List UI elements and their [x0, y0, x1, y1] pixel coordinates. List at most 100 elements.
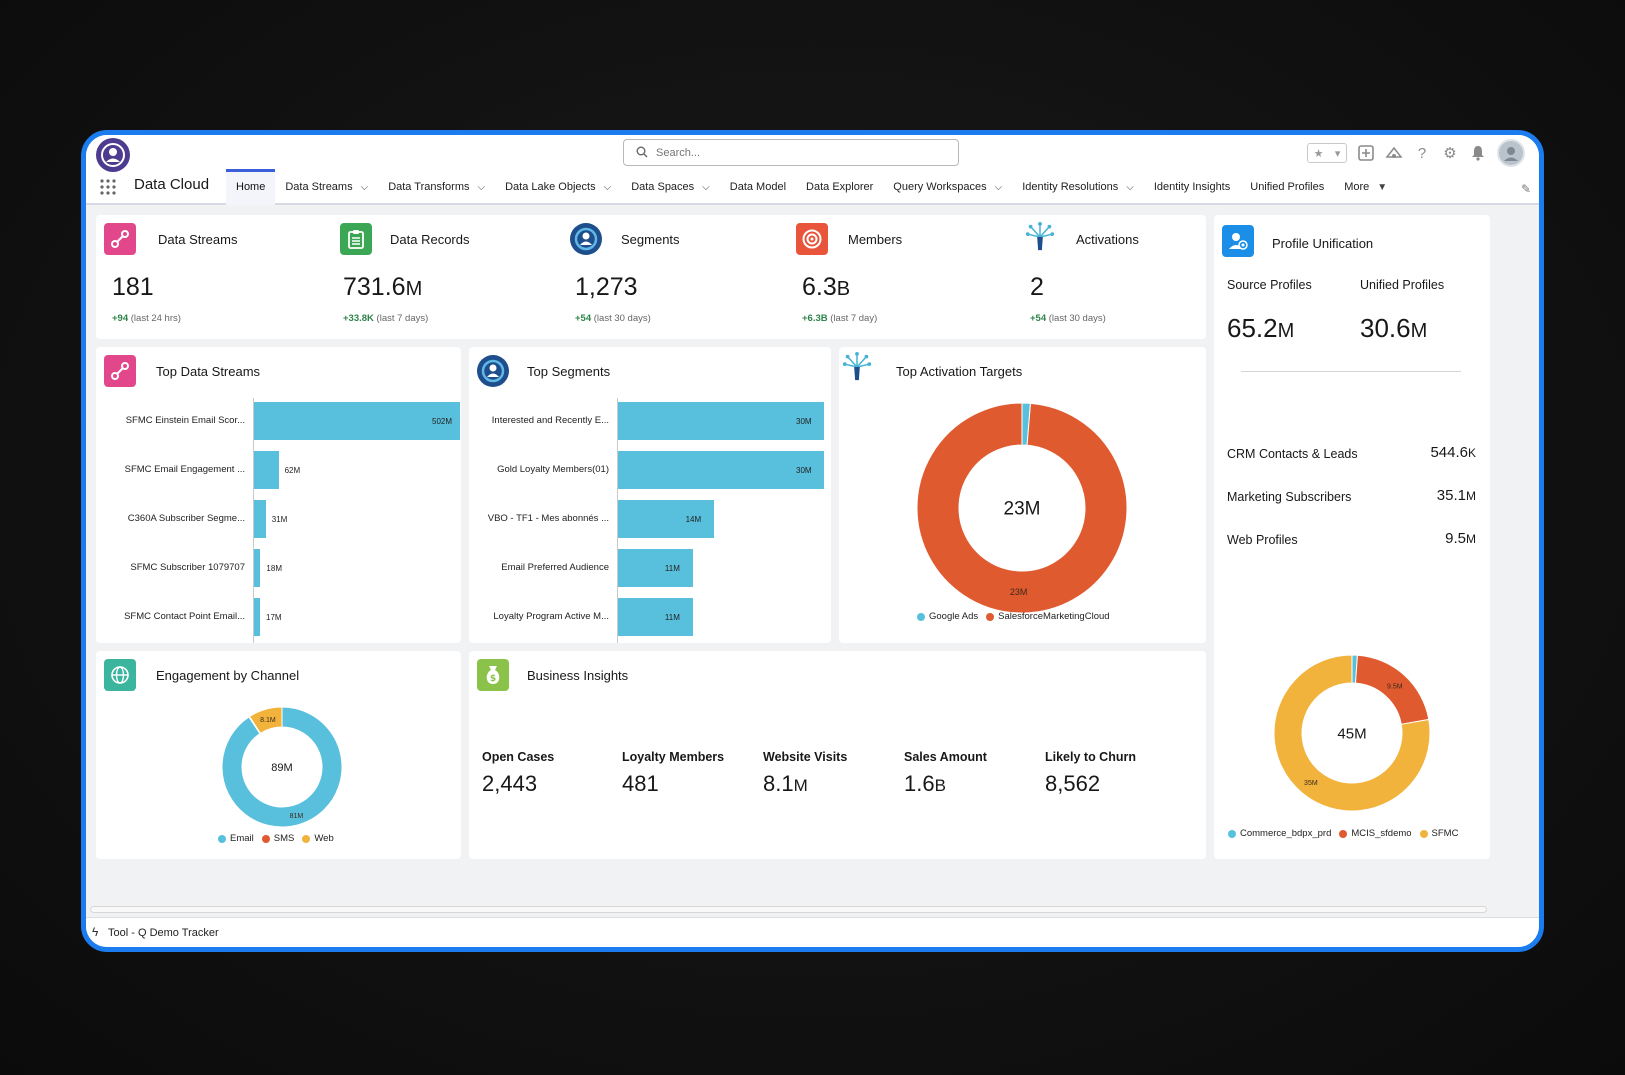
kpi-title-data-streams: Data Streams: [158, 232, 238, 247]
insight-label: Open Cases: [482, 750, 555, 764]
insight-label: Sales Amount: [904, 750, 987, 764]
global-header: ★▾ ? ⚙ Data Cloud Home Data Streams⌵ Dat…: [86, 135, 1539, 205]
tab-data-transforms[interactable]: Data Transforms ⌵: [388, 181, 486, 193]
kpi-delta-activations: +54 (last 30 days): [1030, 313, 1106, 324]
chevron-down-icon[interactable]: ⌵: [360, 181, 369, 193]
bar-axis: [617, 398, 618, 643]
trailhead-icon[interactable]: [1385, 144, 1403, 162]
bar-category-label: VBO - TF1 - Mes abonnés ...: [487, 513, 609, 524]
tab-data-streams[interactable]: Data Streams ⌵: [285, 181, 369, 193]
tab-data-lake-objects[interactable]: Data Lake Objects ⌵: [505, 181, 612, 193]
donut-slice[interactable]: [221, 706, 343, 828]
tab-data-spaces[interactable]: Data Spaces ⌵: [631, 181, 710, 193]
insight-value: 8.1M: [763, 771, 808, 796]
svg-text:$: $: [490, 674, 496, 684]
tab-identity-insights[interactable]: Identity Insights: [1153, 181, 1231, 193]
bar[interactable]: [617, 500, 714, 538]
utility-item-demo-tracker[interactable]: Tool - Q Demo Tracker: [108, 927, 219, 939]
activations-icon: [841, 351, 873, 383]
card-title: Engagement by Channel: [156, 668, 300, 683]
kpi-title-segments: Segments: [621, 232, 680, 247]
bar[interactable]: [253, 500, 266, 538]
search-input[interactable]: [656, 144, 946, 162]
search-icon: [636, 146, 648, 158]
app-launcher-icon[interactable]: [100, 179, 116, 195]
bar[interactable]: [617, 549, 693, 587]
tab-more[interactable]: More ▼: [1344, 181, 1388, 193]
caret-down-icon[interactable]: ▼: [1377, 181, 1388, 193]
user-avatar[interactable]: [1497, 139, 1525, 167]
bar[interactable]: [617, 598, 693, 636]
legend-item: Commerce_bdpx_prd: [1228, 828, 1331, 839]
engagement-by-channel-card: Engagement by Channel 81M 8.1M 89M Email S…: [96, 651, 461, 859]
money-bag-icon: $: [477, 659, 509, 691]
bar-category-label: Gold Loyalty Members(01): [497, 464, 609, 475]
kpi-title-data-records: Data Records: [390, 232, 470, 247]
tab-home[interactable]: Home: [226, 169, 276, 205]
card-title: Top Data Streams: [156, 364, 261, 379]
bar[interactable]: [253, 549, 261, 587]
tab-data-model[interactable]: Data Model: [729, 181, 787, 193]
profile-row-value: 35.1M: [1436, 487, 1476, 504]
bar[interactable]: [617, 451, 824, 489]
insight-label: Loyalty Members: [622, 750, 725, 764]
nav-tabs: Home Data Streams ⌵ Data Transforms ⌵ Data…: [226, 169, 1397, 205]
notification-bell-icon[interactable]: [1469, 144, 1487, 162]
kpi-card: Data Streams 181 +94 (last 24 hrs) Data …: [96, 215, 1206, 339]
chevron-down-icon[interactable]: ⌵: [1126, 181, 1134, 193]
edit-nav-icon[interactable]: ✎: [1520, 182, 1531, 196]
chevron-down-icon[interactable]: ⌵: [603, 181, 612, 193]
help-icon[interactable]: ?: [1417, 144, 1427, 162]
kpi-value-data-streams: 181: [112, 273, 154, 301]
kpi-delta-data-records: +33.8K (last 7 days): [343, 313, 429, 324]
gear-icon[interactable]: ⚙: [1443, 145, 1457, 162]
profile-icon: [1222, 225, 1254, 257]
unified-profiles-label: Unified Profiles: [1360, 278, 1445, 292]
source-profiles-value: 65.2M: [1227, 313, 1295, 343]
members-icon: [796, 223, 828, 255]
card-title: Top Activation Targets: [896, 364, 1023, 379]
chevron-down-icon[interactable]: ⌵: [477, 181, 486, 193]
data-streams-icon: [104, 355, 136, 387]
bar-category-label: Interested and Recently E...: [491, 415, 609, 426]
bar[interactable]: [253, 451, 279, 489]
bar-category-label: Loyalty Program Active M...: [493, 611, 609, 622]
divider: [1241, 371, 1461, 372]
donut-slice[interactable]: [916, 402, 1128, 614]
kpi-value-segments: 1,273: [575, 273, 638, 301]
bar[interactable]: [253, 598, 260, 636]
activations-icon: [1024, 221, 1056, 253]
profile-unification-donut: 9.5M 35M 45M: [1273, 654, 1431, 812]
favorites-button[interactable]: ★ ▾: [1307, 143, 1347, 163]
card-title: Business Insights: [527, 668, 629, 683]
data-streams-icon: [104, 223, 136, 255]
legend-item: SalesforceMarketingCloud: [986, 611, 1110, 622]
tab-unified-profiles[interactable]: Unified Profiles: [1250, 181, 1325, 193]
bar[interactable]: [617, 402, 824, 440]
bar-value-label: 17M: [266, 613, 282, 622]
bar-category-label: SFMC Einstein Email Scor...: [125, 415, 245, 426]
tab-data-explorer[interactable]: Data Explorer: [806, 181, 874, 193]
legend-item: MCIS_sfdemo: [1339, 828, 1412, 839]
horizontal-scrollbar[interactable]: [90, 906, 1487, 913]
global-search[interactable]: [623, 139, 959, 166]
global-actions-icon[interactable]: [1357, 144, 1375, 162]
tab-identity-resolutions[interactable]: Identity Resolutions ⌵: [1022, 181, 1134, 193]
org-logo-icon[interactable]: [96, 138, 130, 172]
legend-item: SMS: [261, 833, 294, 844]
chevron-down-icon[interactable]: ⌵: [994, 181, 1003, 193]
source-profiles-label: Source Profiles: [1227, 278, 1312, 292]
profile-row-label: Web Profiles: [1227, 533, 1298, 547]
bar-value-label: 14M: [685, 515, 702, 524]
kpi-value-activations: 2: [1030, 273, 1044, 301]
business-insights-card: $ Business Insights Open Cases 2,443 Loy…: [469, 651, 1206, 859]
tab-query-workspaces[interactable]: Query Workspaces ⌵: [893, 181, 1003, 193]
app-window: ★▾ ? ⚙ Data Cloud Home Data Streams⌵ Dat…: [81, 130, 1544, 952]
chevron-down-icon[interactable]: ⌵: [702, 181, 710, 193]
slice-value-label: 8.1M: [260, 717, 276, 724]
bar[interactable]: [253, 402, 460, 440]
segments-icon: [570, 223, 602, 255]
donut-slice[interactable]: [1273, 654, 1431, 812]
kpi-title-activations: Activations: [1076, 232, 1139, 247]
donut-slice[interactable]: [248, 706, 283, 735]
